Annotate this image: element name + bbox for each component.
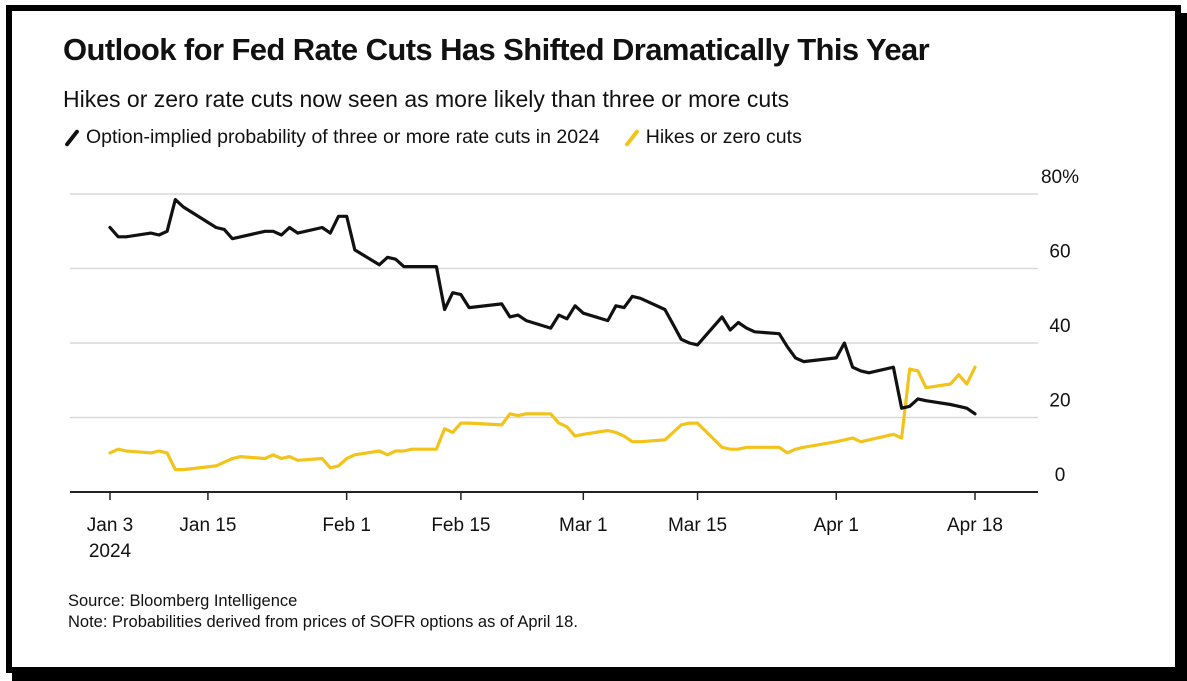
y-tick-label-80: 80% — [1041, 167, 1079, 188]
x-tick-label-2024-04-18: Apr 18 — [947, 515, 1003, 536]
y-tick-label-60: 60 — [1049, 242, 1070, 263]
x-tick-label-2024-03-01: Mar 1 — [559, 515, 608, 536]
chart-title: Outlook for Fed Rate Cuts Has Shifted Dr… — [63, 32, 930, 67]
chart-frame — [6, 5, 1181, 673]
x-tick-label-2024-02-01: Feb 1 — [322, 515, 371, 536]
x-axis: Jan 3 2024 Jan 15 Feb 1 Feb 15 Mar 1 Mar 15 Apr… — [70, 491, 1038, 562]
series-line-1 — [108, 365, 977, 472]
legend-label-black: Option-implied probability of three or m… — [86, 126, 600, 148]
x-tick-label-2024-01-15: Jan 15 — [179, 515, 236, 536]
y-tick-label-40: 40 — [1049, 316, 1070, 337]
series-hikes-or-zero-cuts — [108, 365, 977, 472]
legend: Option-implied probability of three or m… — [64, 126, 802, 149]
x-tick-label-2024-04-01: Apr 1 — [814, 515, 859, 536]
x-tick-label-2024-01-03: Jan 3 2024 — [87, 515, 133, 562]
y-tick-labels: 0 20 40 60 80% — [1041, 167, 1079, 486]
series-line-0 — [108, 198, 977, 416]
source-note: Source: Bloomberg Intelligence — [68, 592, 298, 610]
y-tick-label-0: 0 — [1055, 465, 1066, 486]
series-three-or-more-cuts — [108, 198, 977, 416]
footnotes: Source: Bloomberg Intelligence Note: Pro… — [68, 591, 578, 633]
x-tick-label-2024-03-15: Mar 15 — [668, 515, 727, 536]
methodology-note: Note: Probabilities derived from prices … — [68, 613, 578, 631]
gridlines — [70, 193, 1038, 419]
chart-subtitle: Hikes or zero rate cuts now seen as more… — [63, 86, 790, 112]
x-tick-label-2024-02-15: Feb 15 — [431, 515, 490, 536]
y-tick-label-20: 20 — [1049, 391, 1070, 412]
legend-label-yellow: Hikes or zero cuts — [645, 126, 802, 148]
